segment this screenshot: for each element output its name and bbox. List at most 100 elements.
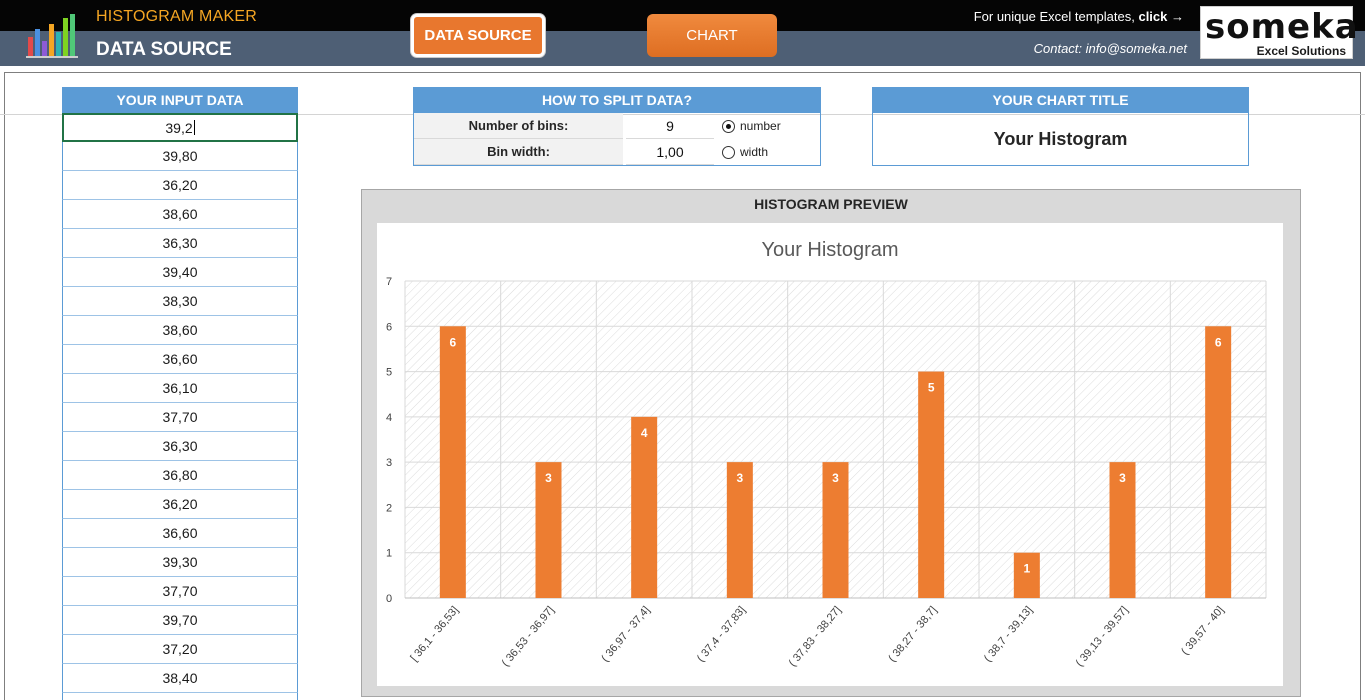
input-data-cell[interactable]: 36,20 xyxy=(62,490,298,519)
bins-label: Number of bins: xyxy=(414,113,623,139)
input-data-cell[interactable]: 37,70 xyxy=(62,403,298,432)
chart-title-header: YOUR CHART TITLE xyxy=(872,87,1249,113)
input-data-cell[interactable]: 36,60 xyxy=(62,345,298,374)
input-data-cell[interactable]: 39,70 xyxy=(62,606,298,635)
y-tick-label: 6 xyxy=(386,321,392,333)
histogram-bar xyxy=(1013,552,1040,598)
preview-header: HISTOGRAM PREVIEW xyxy=(754,196,908,212)
input-data-value: 37,70 xyxy=(162,409,198,425)
y-tick-label: 0 xyxy=(386,593,392,605)
input-data-value: 39,2 xyxy=(165,119,193,136)
input-data-cell[interactable]: 37,70 xyxy=(62,577,298,606)
bins-input[interactable]: 9 xyxy=(626,113,714,139)
page-title: DATA SOURCE xyxy=(96,39,232,60)
bar-data-label: 4 xyxy=(641,426,648,440)
input-data-value: 39,30 xyxy=(162,554,198,570)
input-data-value: 36,10 xyxy=(162,380,198,396)
promo-link[interactable]: For unique Excel templates, click → xyxy=(974,9,1184,24)
header-bar: HISTOGRAM MAKER DATA SOURCE DATA SOURCE … xyxy=(0,0,1365,66)
x-category-label: ( 37,83 - 38,27] xyxy=(787,604,844,669)
contact-email[interactable]: Contact: info@someka.net xyxy=(1033,41,1187,56)
input-data-value: 36,60 xyxy=(162,351,198,367)
data-source-button[interactable]: DATA SOURCE xyxy=(411,14,545,57)
radio-number-icon[interactable] xyxy=(722,119,735,133)
plot-layer: 0 1 2 3 4 5 6 7 6 [ 36,1 - 36,53] 3 ( 36,53 - 36,97… xyxy=(386,276,1267,669)
input-data-value: 39,40 xyxy=(162,264,198,280)
input-data-cell[interactable]: 38,60 xyxy=(62,200,298,229)
input-data-cell[interactable]: 36,60 xyxy=(62,519,298,548)
input-data-value: 36,20 xyxy=(162,177,198,193)
brand-subtitle: Excel Solutions xyxy=(1256,44,1346,58)
y-tick-label: 4 xyxy=(386,412,392,424)
x-category-label: ( 39,57 - 40] xyxy=(1179,604,1226,657)
input-data-cell[interactable]: 36,80 xyxy=(62,461,298,490)
histogram-logo-icon xyxy=(26,14,78,58)
x-category-label: [ 36,1 - 36,53] xyxy=(408,604,461,664)
split-table: Number of bins: 9 number Bin width: 1,00… xyxy=(413,113,821,166)
input-data-value: 39,70 xyxy=(162,612,198,628)
input-data-value: 36,80 xyxy=(162,467,198,483)
input-data-cell[interactable]: 36,30 xyxy=(62,432,298,461)
histogram-bar xyxy=(631,416,658,598)
x-category-label: ( 37,4 - 37,83] xyxy=(695,604,748,664)
input-data-value: 36,60 xyxy=(162,525,198,541)
chart-title-input[interactable]: Your Histogram xyxy=(872,113,1249,166)
chart-area[interactable]: Your Histogram 0 1 2 3 4 5 6 7 6 [ 36,1 - 36,53] 3… xyxy=(377,223,1283,686)
split-header: HOW TO SPLIT DATA? xyxy=(413,87,821,113)
input-data-value: 38,60 xyxy=(162,206,198,222)
chart-button[interactable]: CHART xyxy=(647,14,777,57)
promo-text: For unique Excel templates, xyxy=(973,9,1139,24)
bins-row: Number of bins: 9 number xyxy=(414,113,820,139)
histogram-bar xyxy=(535,462,562,598)
x-category-label: ( 36,53 - 36,97] xyxy=(500,604,557,669)
divider-line xyxy=(0,114,1365,115)
bar-data-label: 3 xyxy=(736,471,743,485)
worksheet-frame xyxy=(4,72,1361,700)
input-data-cell[interactable]: 36,30 xyxy=(62,229,298,258)
input-data-value: 36,30 xyxy=(162,438,198,454)
histogram-bar xyxy=(918,371,945,598)
histogram-bar xyxy=(439,326,466,598)
input-data-cell[interactable]: 36,10 xyxy=(62,374,298,403)
bar-data-label: 3 xyxy=(1119,471,1126,485)
input-data-value: 37,70 xyxy=(162,583,198,599)
y-tick-label: 2 xyxy=(386,502,392,514)
width-row: Bin width: 1,00 width xyxy=(414,139,820,165)
y-tick-label: 7 xyxy=(386,276,392,288)
bar-data-label: 6 xyxy=(1215,335,1222,349)
bar-data-label: 3 xyxy=(545,471,552,485)
brand-name: someka xyxy=(1205,7,1359,47)
width-input[interactable]: 1,00 xyxy=(626,139,714,165)
y-tick-label: 5 xyxy=(386,367,392,379)
bar-data-label: 1 xyxy=(1023,562,1030,576)
input-data-cell[interactable]: 39,80 xyxy=(62,142,298,171)
input-data-cell[interactable]: 37,20 xyxy=(62,635,298,664)
app-title: HISTOGRAM MAKER xyxy=(96,8,257,25)
input-data-cell[interactable]: 37,00 xyxy=(62,693,298,700)
bar-data-label: 6 xyxy=(449,335,456,349)
input-data-cell[interactable]: 39,40 xyxy=(62,258,298,287)
input-data-value: 38,30 xyxy=(162,293,198,309)
histogram-preview-panel: HISTOGRAM PREVIEW Your Histogram 0 1 2 3 4 5 6… xyxy=(361,189,1301,697)
radio-width-icon[interactable] xyxy=(722,145,735,159)
input-data-cell[interactable]: 39,30 xyxy=(62,548,298,577)
input-data-value: 37,20 xyxy=(162,641,198,657)
x-category-label: ( 39,13 - 39,57] xyxy=(1074,604,1131,669)
bins-radio-option[interactable]: number xyxy=(722,113,781,139)
histogram-bar xyxy=(1109,462,1136,598)
input-data-cell[interactable]: 38,60 xyxy=(62,316,298,345)
input-data-value: 36,20 xyxy=(162,496,198,512)
input-data-cell[interactable]: 38,40 xyxy=(62,664,298,693)
input-data-value: 38,40 xyxy=(162,670,198,686)
input-data-cell[interactable]: 36,20 xyxy=(62,171,298,200)
input-data-cell[interactable]: 39,2 xyxy=(62,113,298,142)
bins-option-label: number xyxy=(740,119,781,133)
width-label: Bin width: xyxy=(414,139,623,165)
y-tick-label: 3 xyxy=(386,457,392,469)
input-data-cell[interactable]: 38,30 xyxy=(62,287,298,316)
histogram-bar xyxy=(1205,326,1232,598)
width-option-label: width xyxy=(740,145,769,159)
someka-logo[interactable]: someka Excel Solutions xyxy=(1200,6,1358,59)
width-radio-option[interactable]: width xyxy=(722,139,768,165)
promo-click[interactable]: click → xyxy=(1138,9,1184,24)
